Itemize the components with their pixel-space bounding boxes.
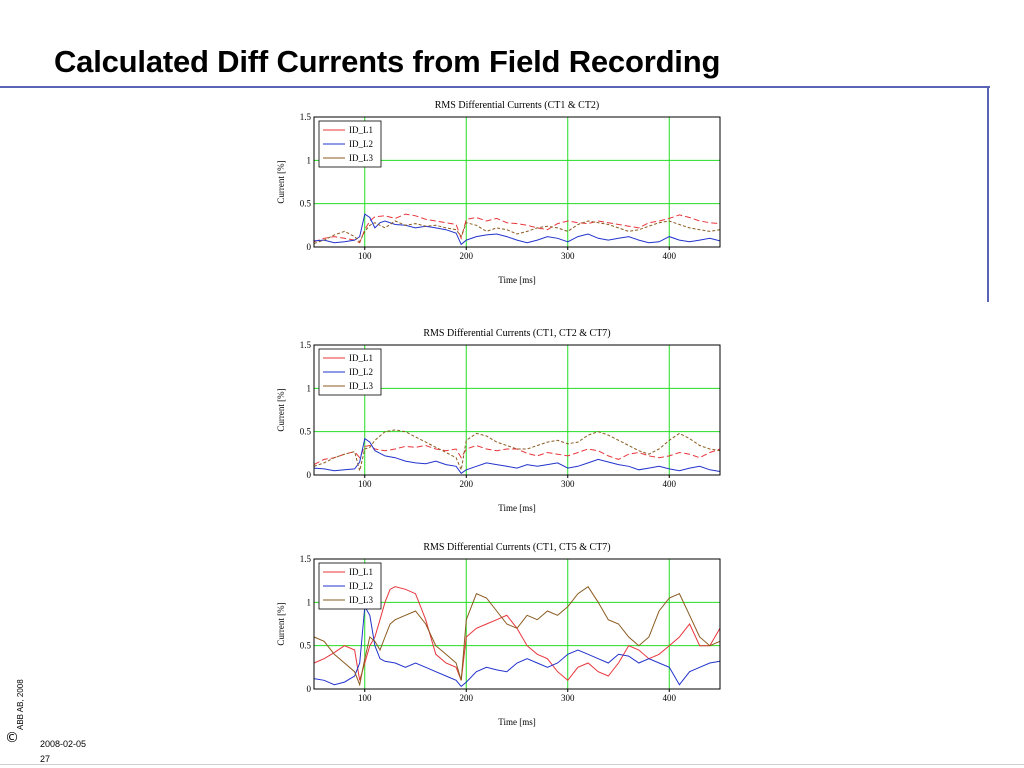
chart-legend: ID_L1 ID_L2 ID_L3 [318,562,382,610]
chart-3: RMS Differential Currents (CT1, CT5 & CT… [276,542,721,727]
y-axis-label: Current [%] [276,388,286,431]
legend-label: ID_L1 [349,567,373,577]
x-tick-label: 400 [663,251,677,261]
legend-label: ID_L1 [349,353,373,363]
y-tick-label: 0.5 [300,199,312,209]
chart-title: RMS Differential Currents (CT1, CT2 & CT… [423,328,610,339]
x-tick-label: 100 [358,251,372,261]
chart-legend: ID_L1 ID_L2 ID_L3 [318,348,382,396]
chart-2: RMS Differential Currents (CT1, CT2 & CT… [276,328,721,513]
x-tick-label: 100 [358,479,372,489]
x-tick-label: 200 [460,693,474,703]
x-tick-label: 400 [663,693,677,703]
chart-legend: ID_L1 ID_L2 ID_L3 [318,120,382,168]
y-tick-label: 1 [307,155,312,165]
y-tick-label: 0.5 [300,641,312,651]
y-tick-label: 0.5 [300,427,312,437]
y-tick-label: 1 [307,597,312,607]
y-axis-label: Current [%] [276,160,286,203]
legend-label: ID_L2 [349,367,373,377]
slide-title: Calculated Diff Currents from Field Reco… [54,44,721,79]
footer-divider [0,764,1024,765]
y-tick-label: 0 [307,470,312,480]
y-tick-label: 0 [307,684,312,694]
y-tick-label: 0 [307,242,312,252]
y-tick-label: 1 [307,383,312,393]
y-tick-label: 1.5 [300,340,312,350]
series-line-id_l2 [313,213,721,246]
y-tick-label: 1.5 [300,554,312,564]
legend-label: ID_L2 [349,139,373,149]
x-tick-label: 100 [358,693,372,703]
series-line-id_l1 [313,586,721,682]
plot-area [314,559,720,689]
y-axis-label: Current [%] [276,602,286,645]
legend-label: ID_L1 [349,125,373,135]
x-tick-label: 300 [561,479,575,489]
x-axis-label: Time [ms] [498,503,535,513]
plot-frame [313,116,721,248]
x-tick-label: 200 [460,479,474,489]
legend-label: ID_L3 [349,153,373,163]
legend-box [318,120,382,168]
x-tick-label: 300 [561,251,575,261]
chart-1: RMS Differential Currents (CT1 & CT2)100… [276,100,721,285]
legend-label: ID_L3 [349,381,373,391]
plot-frame [313,344,721,476]
series-line-id_l3 [313,429,721,472]
x-tick-label: 400 [663,479,677,489]
legend-label: ID_L3 [349,595,373,605]
plot-frame [313,558,721,690]
x-tick-label: 200 [460,251,474,261]
copyright-text: ABB AB, 2008 [16,679,25,730]
series-line-id_l3 [313,585,721,687]
footer-date: 2008-02-05 [40,739,87,749]
x-axis-label: Time [ms] [498,275,535,285]
series-line-id_l3 [313,220,721,244]
legend-label: ID_L2 [349,581,373,591]
right-accent-rule [987,86,989,302]
title-divider [0,86,990,88]
page-number: 27 [40,754,51,764]
copyright-symbol: © [5,730,19,746]
x-axis-label: Time [ms] [498,717,535,727]
y-tick-label: 1.5 [300,112,312,122]
chart-title: RMS Differential Currents (CT1 & CT2) [435,100,600,111]
series-line-id_l2 [313,605,721,688]
copyright-block: © ABB AB, 2008 [4,679,25,750]
plot-area [314,345,720,475]
series-line-id_l2 [313,437,721,474]
x-tick-label: 300 [561,693,575,703]
chart-title: RMS Differential Currents (CT1, CT5 & CT… [423,542,610,553]
